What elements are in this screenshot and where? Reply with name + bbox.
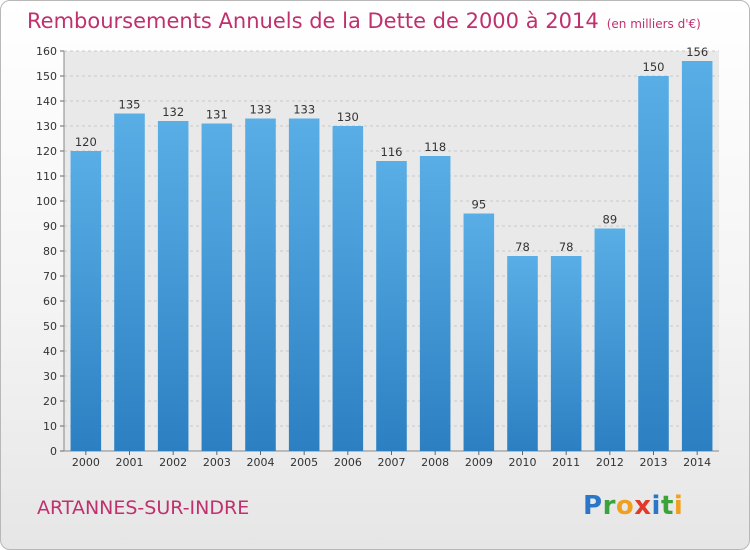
commune-name: ARTANNES-SUR-INDRE (37, 497, 250, 519)
y-tick-label: 60 (43, 295, 57, 308)
x-tick-label: 2010 (509, 456, 537, 469)
y-tick-label: 90 (43, 220, 57, 233)
data-label: 120 (75, 135, 97, 149)
x-tick-label: 2007 (378, 456, 406, 469)
chart-unit: (en milliers d'€) (606, 17, 701, 31)
x-tick-label: 2011 (552, 456, 580, 469)
y-tick-label: 40 (43, 345, 57, 358)
logo-letter: t (660, 491, 674, 521)
y-tick-label: 0 (50, 445, 57, 458)
data-label: 118 (424, 140, 446, 154)
x-tick-label: 2001 (116, 456, 144, 469)
y-tick-label: 50 (43, 320, 57, 333)
bar (288, 118, 320, 451)
x-tick-label: 2000 (72, 456, 100, 469)
x-tick-label: 2013 (640, 456, 668, 469)
bar (114, 113, 145, 451)
x-tick-label: 2008 (421, 456, 449, 469)
logo-letter: i (673, 491, 684, 521)
bar (594, 228, 626, 451)
data-label: 150 (643, 60, 665, 74)
data-label: 116 (381, 145, 403, 159)
bar (376, 161, 407, 451)
y-tick-label: 150 (36, 70, 57, 83)
x-tick-label: 2009 (465, 456, 493, 469)
y-tick-label: 80 (43, 245, 57, 258)
data-label: 135 (119, 98, 141, 112)
y-tick-label: 110 (36, 170, 57, 183)
bar (638, 76, 669, 451)
logo-letter: x (634, 491, 652, 521)
y-tick-label: 10 (43, 420, 57, 433)
data-label: 131 (206, 108, 228, 122)
y-tick-label: 140 (36, 95, 57, 108)
y-tick-label: 120 (36, 145, 57, 158)
bar (463, 213, 495, 451)
logo-letter: i (651, 491, 661, 521)
bar (70, 151, 102, 451)
logo-letter: P (583, 491, 603, 521)
bar (201, 123, 233, 451)
y-tick-label: 130 (36, 120, 57, 133)
logo-letter: r (602, 491, 616, 521)
bar (419, 156, 451, 451)
chart-title-text: Remboursements Annuels de la Dette de 20… (27, 9, 599, 33)
data-label: 133 (293, 103, 315, 117)
data-label: 78 (515, 240, 530, 254)
logo-letter: o (615, 491, 635, 521)
bar (507, 256, 538, 451)
data-label: 89 (603, 213, 618, 227)
y-tick-label: 70 (43, 270, 57, 283)
data-label: 156 (686, 45, 708, 59)
bar (332, 126, 364, 451)
x-tick-label: 2012 (596, 456, 624, 469)
bar (550, 256, 582, 451)
proxiti-logo: Proxiti (583, 491, 683, 521)
data-label: 78 (559, 240, 574, 254)
chart-title: Remboursements Annuels de la Dette de 20… (27, 9, 701, 33)
y-tick-label: 20 (43, 395, 57, 408)
bar (157, 121, 189, 451)
data-label: 133 (250, 103, 272, 117)
x-tick-label: 2014 (683, 456, 711, 469)
x-tick-label: 2006 (334, 456, 362, 469)
data-label: 132 (162, 105, 184, 119)
x-tick-label: 2005 (290, 456, 318, 469)
data-label: 130 (337, 110, 359, 124)
bar (245, 118, 276, 451)
y-tick-label: 30 (43, 370, 57, 383)
bar (681, 61, 713, 451)
x-tick-label: 2002 (159, 456, 187, 469)
x-tick-label: 2004 (247, 456, 275, 469)
x-tick-label: 2003 (203, 456, 231, 469)
y-tick-label: 160 (36, 45, 57, 58)
data-label: 95 (472, 198, 487, 212)
y-tick-label: 100 (36, 195, 57, 208)
